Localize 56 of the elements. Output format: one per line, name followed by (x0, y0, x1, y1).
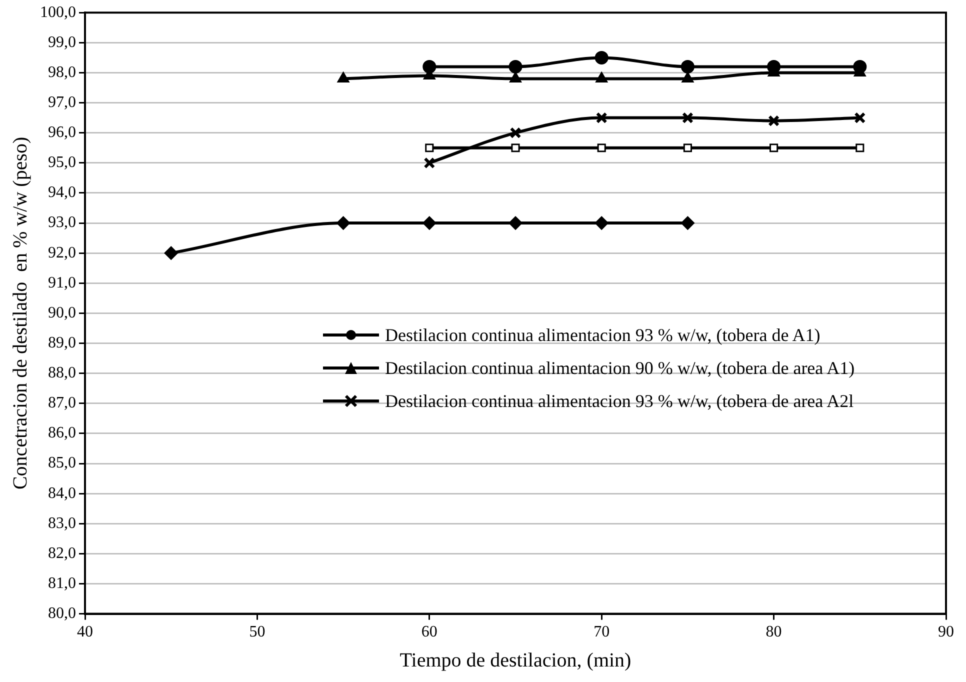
point (425, 144, 434, 152)
y-tick-label: 94,0 (48, 184, 76, 202)
point (854, 112, 866, 124)
y-tick-label: 80,0 (48, 605, 76, 622)
x-tick-label: 80 (766, 624, 782, 641)
x-tick-label: 60 (421, 624, 438, 641)
y-tick-label: 88,0 (48, 364, 76, 382)
point (680, 216, 694, 230)
y-tick-label: 85,0 (48, 454, 76, 472)
x-tick-label: 70 (594, 624, 610, 641)
legend-label: Destilacion continua alimentacion 93 % w/w, (tobera de A1) (385, 325, 820, 346)
point (767, 60, 781, 74)
x-tick-label: 90 (938, 624, 954, 641)
y-tick-label: 97,0 (48, 94, 76, 111)
x-tick-label: 50 (249, 624, 266, 641)
y-tick-label: 92,0 (48, 244, 76, 262)
point (422, 216, 436, 230)
point (508, 60, 522, 74)
point (770, 144, 778, 152)
x-tick-label: 40 (77, 624, 93, 641)
point (596, 112, 608, 124)
point (511, 144, 520, 152)
point (508, 216, 522, 230)
y-tick-label: 86,0 (48, 424, 76, 442)
y-tick-label: 100,0 (40, 4, 76, 21)
y-tick-label: 83,0 (48, 514, 76, 532)
point (683, 144, 692, 152)
y-tick-label: 89,0 (48, 334, 76, 352)
point (768, 115, 780, 127)
x-axis-title: Tiempo de destilacion, (min) (400, 649, 632, 672)
point (594, 216, 608, 230)
point (856, 144, 864, 152)
y-tick-label: 98,0 (48, 64, 76, 81)
point (424, 157, 436, 169)
y-axis-title: Concetracion de destilado en % w/w (peso) (9, 136, 32, 490)
point (336, 216, 350, 230)
y-tick-label: 93,0 (48, 214, 76, 232)
point (680, 60, 694, 74)
y-tick-label: 95,0 (48, 154, 76, 172)
y-tick-label: 91,0 (48, 274, 76, 292)
y-tick-label: 84,0 (48, 484, 76, 502)
point (682, 112, 694, 124)
point (422, 60, 436, 74)
y-tick-label: 81,0 (48, 574, 76, 592)
legend-label: Destilacion continua alimentacion 90 % w/w, (tobera de area A1) (385, 358, 855, 380)
y-tick-label: 99,0 (48, 34, 76, 51)
point (164, 246, 178, 260)
y-tick-label: 96,0 (48, 124, 76, 142)
y-tick-label: 90,0 (48, 304, 76, 322)
point (594, 50, 608, 64)
y-tick-label: 82,0 (48, 544, 76, 562)
point (597, 144, 606, 152)
legend-label: Destilacion continua alimentacion 93 % w/w, (tobera de area A2l (385, 391, 854, 412)
point (853, 60, 867, 74)
point (510, 127, 522, 139)
y-tick-label: 87,0 (48, 394, 76, 412)
